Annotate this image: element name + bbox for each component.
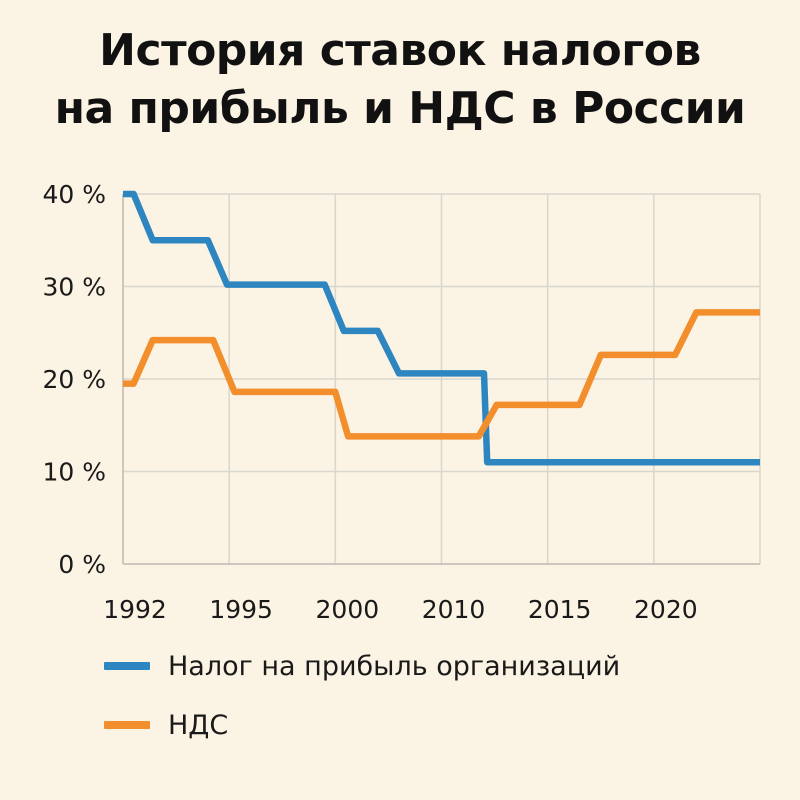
series-line-1: [123, 309, 760, 440]
y-tick-label-0: 0 %: [58, 550, 106, 579]
y-tick-label-4: 40 %: [42, 180, 106, 209]
legend-swatch-profit-tax: [104, 662, 150, 670]
axes: [122, 194, 760, 565]
chart-title-line-1: История ставок налогов: [99, 25, 701, 76]
legend-item-vat: НДС: [104, 709, 620, 741]
x-tick-label-0: 1992: [103, 595, 167, 624]
grid: [123, 193, 761, 564]
legend-item-profit-tax: Налог на прибыль организаций: [104, 650, 620, 682]
y-tick-label-3: 30 %: [42, 273, 106, 302]
x-tick-label-2: 2000: [316, 595, 380, 624]
legend-label-profit-tax: Налог на прибыль организаций: [168, 650, 621, 682]
series-line-0: [123, 190, 760, 466]
legend-label-vat: НДС: [168, 709, 229, 741]
chart-title-line-2: на прибыль и НДС в России: [54, 83, 746, 134]
x-tick-label-3: 2010: [422, 595, 486, 624]
x-tick-labels: 1992 1995 2000 2010 2015 2020: [103, 595, 697, 624]
chart-title: История ставок налогов на прибыль и НДС …: [0, 22, 800, 138]
y-tick-label-1: 10 %: [42, 458, 106, 487]
y-tick-label-2: 20 %: [42, 365, 106, 394]
series-lines: [123, 190, 760, 466]
legend-swatch-vat: [104, 721, 150, 729]
legend: Налог на прибыль организаций НДС: [104, 650, 620, 768]
x-tick-label-1: 1995: [209, 595, 273, 624]
x-tick-label-4: 2015: [528, 595, 592, 624]
y-tick-labels: 0 % 10 % 20 % 30 % 40 %: [42, 180, 106, 579]
x-tick-label-5: 2020: [634, 595, 698, 624]
